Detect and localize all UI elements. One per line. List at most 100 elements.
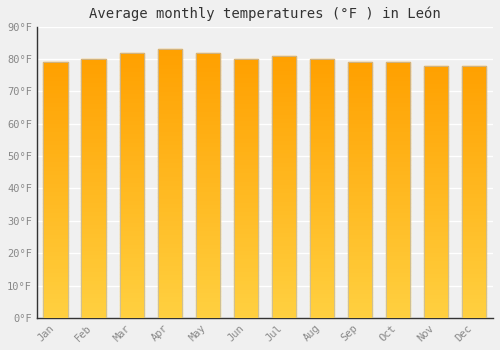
Bar xyxy=(424,82,448,86)
Bar xyxy=(462,263,486,267)
Bar xyxy=(424,188,448,192)
Bar xyxy=(234,68,258,72)
Bar xyxy=(272,178,296,182)
Bar xyxy=(462,175,486,179)
Bar xyxy=(424,242,448,246)
Bar xyxy=(196,106,220,110)
Bar xyxy=(348,126,372,131)
Bar xyxy=(348,199,372,203)
Bar xyxy=(462,171,486,175)
Bar xyxy=(196,110,220,114)
Bar xyxy=(44,305,68,309)
Bar xyxy=(272,156,296,161)
Bar xyxy=(158,282,182,287)
Bar xyxy=(310,309,334,314)
Bar xyxy=(462,125,486,129)
Bar xyxy=(44,101,68,105)
Bar xyxy=(424,167,448,171)
Bar xyxy=(462,74,486,78)
Bar xyxy=(462,305,486,309)
Bar xyxy=(120,278,144,282)
Bar xyxy=(234,227,258,232)
Bar xyxy=(120,238,144,243)
Bar xyxy=(272,78,296,82)
Bar xyxy=(158,126,182,130)
Bar xyxy=(196,190,220,194)
Bar xyxy=(386,92,410,96)
Bar xyxy=(310,210,334,214)
Bar xyxy=(424,238,448,242)
Bar xyxy=(82,171,106,176)
Bar xyxy=(234,197,258,202)
Bar xyxy=(158,219,182,224)
Bar xyxy=(272,74,296,78)
Bar xyxy=(310,111,334,115)
Bar xyxy=(234,158,258,163)
Bar xyxy=(272,244,296,248)
Bar xyxy=(386,194,410,199)
Bar xyxy=(272,239,296,244)
Bar xyxy=(310,85,334,89)
Bar xyxy=(424,305,448,309)
Bar xyxy=(386,296,410,301)
Bar xyxy=(348,182,372,186)
Bar xyxy=(82,197,106,202)
Bar xyxy=(462,238,486,242)
Bar xyxy=(44,229,68,233)
Bar xyxy=(348,101,372,105)
Bar xyxy=(120,260,144,265)
Bar xyxy=(234,214,258,219)
Bar xyxy=(386,75,410,79)
Bar xyxy=(272,174,296,178)
Bar xyxy=(310,240,334,245)
Bar xyxy=(462,251,486,255)
Bar xyxy=(348,233,372,237)
Bar xyxy=(348,280,372,284)
Bar xyxy=(82,132,106,137)
Bar xyxy=(272,113,296,117)
Bar xyxy=(424,133,448,137)
Bar xyxy=(120,181,144,185)
Bar xyxy=(462,259,486,263)
Bar xyxy=(424,108,448,112)
Bar xyxy=(386,96,410,101)
Bar xyxy=(272,270,296,274)
Bar xyxy=(424,162,448,167)
Bar xyxy=(158,242,182,246)
Bar xyxy=(310,171,334,176)
Bar xyxy=(44,177,68,182)
Bar xyxy=(386,186,410,190)
Bar xyxy=(234,98,258,102)
Bar xyxy=(310,81,334,85)
Bar xyxy=(158,224,182,229)
Bar xyxy=(386,305,410,309)
Bar xyxy=(44,131,68,135)
Bar xyxy=(158,206,182,210)
Bar xyxy=(462,276,486,280)
Title: Average monthly temperatures (°F ) in León: Average monthly temperatures (°F ) in Le… xyxy=(89,7,441,21)
Bar xyxy=(462,192,486,196)
Bar xyxy=(44,292,68,296)
Bar xyxy=(120,207,144,212)
Bar xyxy=(44,109,68,113)
Bar xyxy=(158,197,182,202)
Bar xyxy=(82,245,106,249)
Bar xyxy=(462,65,486,70)
Bar xyxy=(158,144,182,148)
Bar xyxy=(82,202,106,206)
Bar xyxy=(120,300,144,304)
Bar xyxy=(272,283,296,287)
Bar xyxy=(196,159,220,163)
Bar xyxy=(120,97,144,101)
Bar xyxy=(272,305,296,309)
Bar xyxy=(462,70,486,74)
Bar xyxy=(386,275,410,280)
Bar xyxy=(82,275,106,279)
Bar xyxy=(158,170,182,175)
Bar xyxy=(424,125,448,129)
Bar xyxy=(44,309,68,314)
Bar xyxy=(310,223,334,227)
Bar xyxy=(82,150,106,154)
Bar xyxy=(310,119,334,124)
Bar xyxy=(158,72,182,76)
